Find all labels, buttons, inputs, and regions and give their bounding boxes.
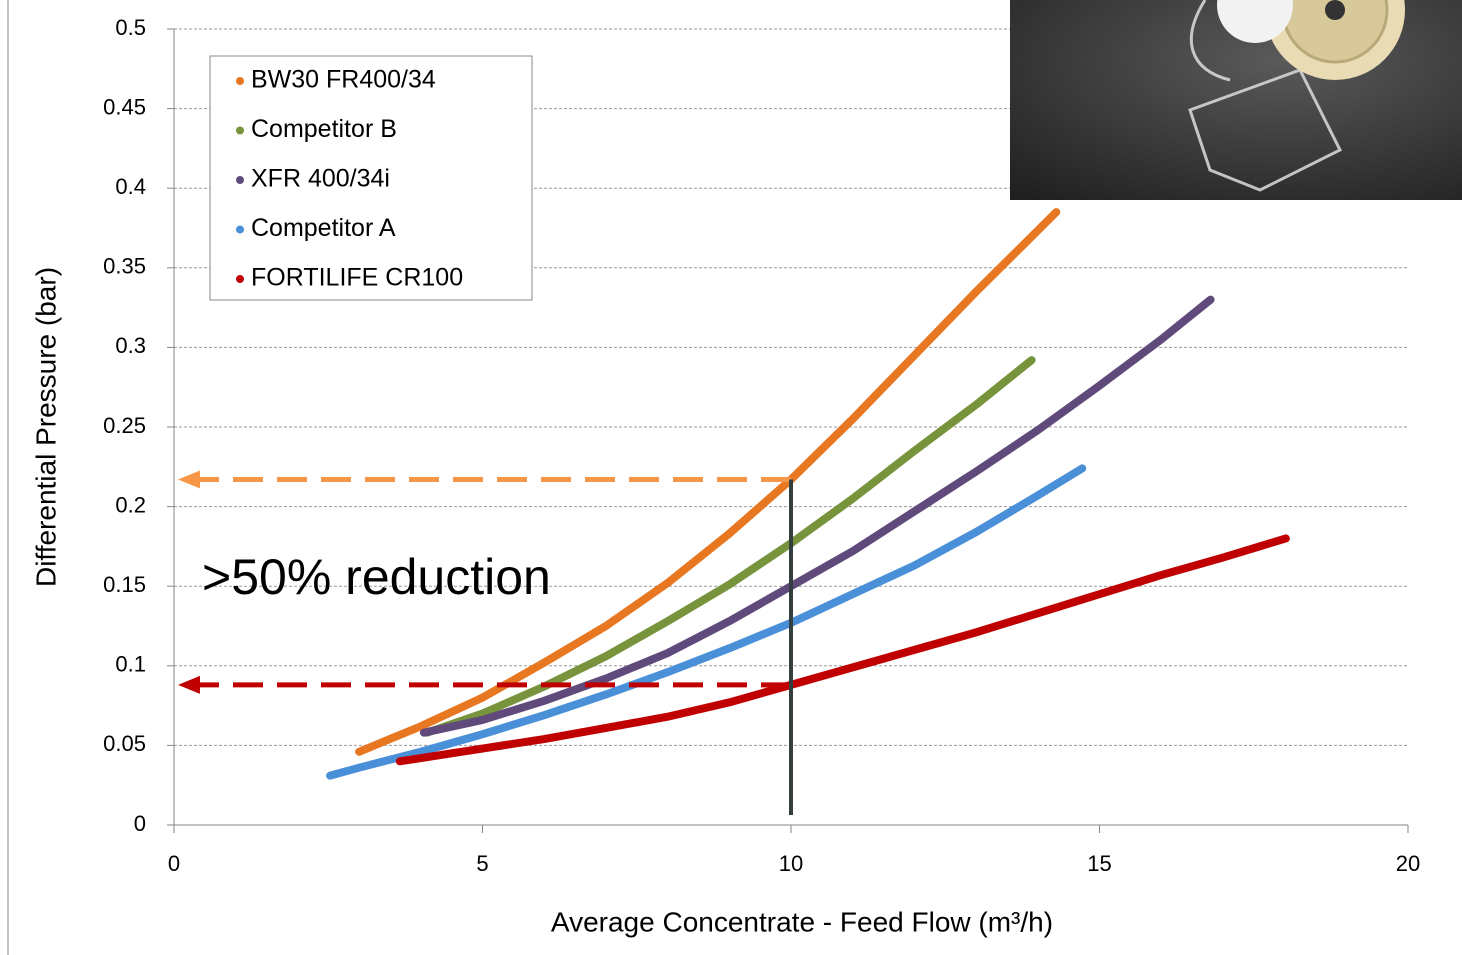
legend-label: BW30 FR400/34: [251, 66, 436, 94]
x-tick-label: 15: [1087, 851, 1111, 876]
x-tick-label: 5: [476, 851, 488, 876]
reference-arrow: [178, 470, 200, 489]
y-tick-label: 0.35: [103, 254, 146, 279]
series-line: [395, 534, 1290, 766]
legend: BW30 FR400/34 Competitor B XFR 400/34i Comp…: [209, 55, 533, 301]
y-tick-label: 0.3: [115, 333, 146, 358]
y-tick-label: 0.4: [115, 174, 146, 199]
series-line: [355, 208, 1061, 756]
annotation: >50% reduction: [202, 549, 551, 605]
x-tick-label: 10: [779, 851, 803, 876]
x-tick-label: 20: [1396, 851, 1420, 876]
series-line: [326, 464, 1087, 780]
legend-label: Competitor B: [251, 115, 397, 143]
y-tick-label: 0.05: [103, 731, 146, 756]
legend-marker: [236, 225, 244, 234]
y-tick-label: 0.45: [103, 94, 146, 119]
y-tick-label: 0: [134, 811, 146, 836]
y-axis-label: Differential Pressure (bar): [30, 267, 61, 587]
legend-label: XFR 400/34i: [251, 165, 390, 193]
y-tick-label: 0.15: [103, 572, 146, 597]
y-tick-label: 0.5: [115, 15, 146, 40]
y-tick-label: 0.2: [115, 492, 146, 517]
x-tick-label: 0: [168, 851, 180, 876]
series-line: [419, 295, 1215, 737]
legend-label: Competitor A: [251, 214, 396, 242]
reference-arrow: [178, 675, 200, 694]
series-line: [422, 356, 1036, 737]
y-tick-label: 0.1: [115, 652, 146, 677]
legend-marker: [236, 176, 244, 184]
plot-area: 0 0.05 0.1 0.15 0.2 0.25 0.3 0.35 0.4 0.45 0.5 0 5 10…: [103, 15, 1420, 876]
legend-marker: [236, 126, 244, 135]
photo: [1010, 0, 1462, 200]
legend-label: FORTILIFE CR100: [251, 264, 463, 292]
x-axis-label: Average Concentrate - Feed Flow (m³/h): [551, 906, 1053, 937]
y-tick-label: 0.25: [103, 413, 146, 438]
legend-box: [209, 55, 533, 301]
legend-marker: [236, 77, 244, 85]
legend-marker: [236, 275, 244, 283]
